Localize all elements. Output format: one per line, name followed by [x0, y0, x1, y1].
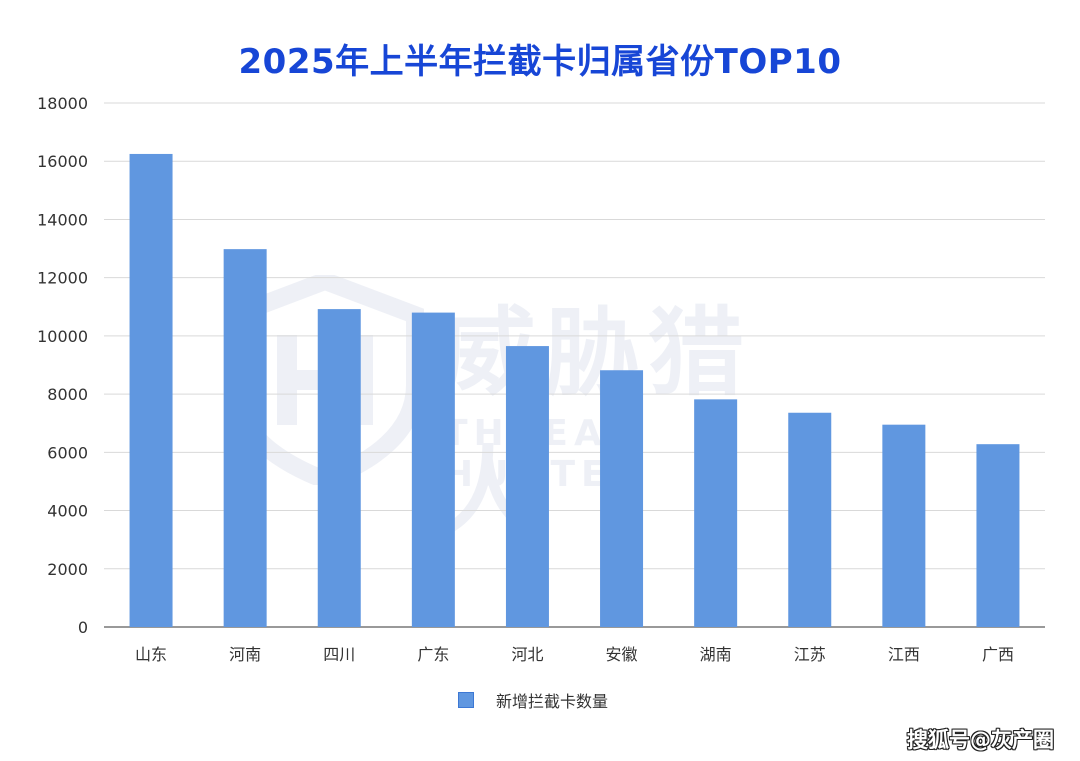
- y-tick-label: 18000: [37, 94, 88, 113]
- chart-legend: 新增拦截卡数量: [458, 688, 608, 712]
- y-tick-label: 6000: [47, 443, 88, 462]
- y-tick-label: 10000: [37, 327, 88, 346]
- bar: [600, 370, 644, 627]
- y-tick-label: 0: [78, 618, 88, 637]
- bar: [505, 346, 549, 627]
- bar: [882, 424, 926, 627]
- x-tick-label: 四川: [323, 645, 355, 664]
- bar: [694, 399, 738, 627]
- y-tick-label: 14000: [37, 210, 88, 229]
- x-tick-label: 山东: [135, 645, 167, 664]
- y-tick-label: 4000: [47, 502, 88, 521]
- x-tick-label: 河北: [511, 645, 543, 664]
- x-tick-label: 广西: [982, 645, 1014, 664]
- x-tick-label: 安徽: [606, 645, 638, 664]
- y-tick-label: 16000: [37, 152, 88, 171]
- x-tick-label: 广东: [417, 645, 449, 664]
- y-tick-label: 2000: [47, 560, 88, 579]
- x-tick-label: 湖南: [700, 645, 732, 664]
- y-tick-label: 8000: [47, 385, 88, 404]
- y-tick-label: 12000: [37, 269, 88, 288]
- x-tick-label: 江西: [888, 645, 920, 664]
- bar: [129, 153, 173, 627]
- x-tick-label: 河南: [229, 645, 261, 664]
- legend-label: 新增拦截卡数量: [496, 692, 609, 711]
- legend-swatch: [458, 692, 474, 708]
- bar: [976, 444, 1020, 627]
- bar: [411, 312, 455, 627]
- chart-title: 2025年上半年拦截卡归属省份TOP10: [238, 42, 842, 82]
- bar: [223, 249, 267, 628]
- bar: [788, 412, 832, 627]
- sohu-watermark: 搜狐号@灰产圈: [907, 728, 1054, 752]
- bar: [317, 309, 361, 627]
- x-tick-label: 江苏: [794, 645, 826, 664]
